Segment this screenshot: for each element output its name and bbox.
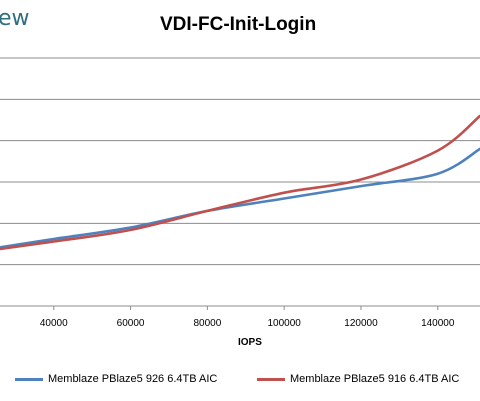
series-line-926 bbox=[0, 147, 480, 249]
x-tick-label: 80000 bbox=[193, 318, 221, 329]
chart-title: VDI-FC-Init-Login bbox=[160, 14, 317, 35]
brand-logo-text: ew bbox=[0, 6, 30, 31]
x-tick-label: 140000 bbox=[421, 318, 455, 329]
series-line-916 bbox=[0, 114, 480, 251]
x-axis-label: IOPS bbox=[238, 337, 262, 348]
legend-item-926: Memblaze PBlaze5 926 6.4TB AIC bbox=[15, 373, 217, 385]
legend-item-916: Memblaze PBlaze5 916 6.4TB AIC bbox=[257, 373, 459, 385]
x-tick-label: 100000 bbox=[267, 318, 301, 329]
x-tick-label: 40000 bbox=[40, 318, 68, 329]
legend-swatch-916 bbox=[257, 377, 285, 381]
legend-label-926: Memblaze PBlaze5 926 6.4TB AIC bbox=[48, 373, 218, 385]
x-tick-labels: 40000 60000 80000 100000 120000 140000 bbox=[40, 306, 455, 329]
x-tick-label: 120000 bbox=[344, 318, 378, 329]
gridlines bbox=[0, 57, 480, 266]
legend: Memblaze PBlaze5 926 6.4TB AIC Memblaze … bbox=[0, 373, 480, 389]
legend-swatch-926 bbox=[15, 377, 43, 381]
x-tick-label: 60000 bbox=[117, 318, 145, 329]
series-lines bbox=[0, 114, 480, 251]
legend-label-916: Memblaze PBlaze5 916 6.4TB AIC bbox=[290, 373, 460, 385]
